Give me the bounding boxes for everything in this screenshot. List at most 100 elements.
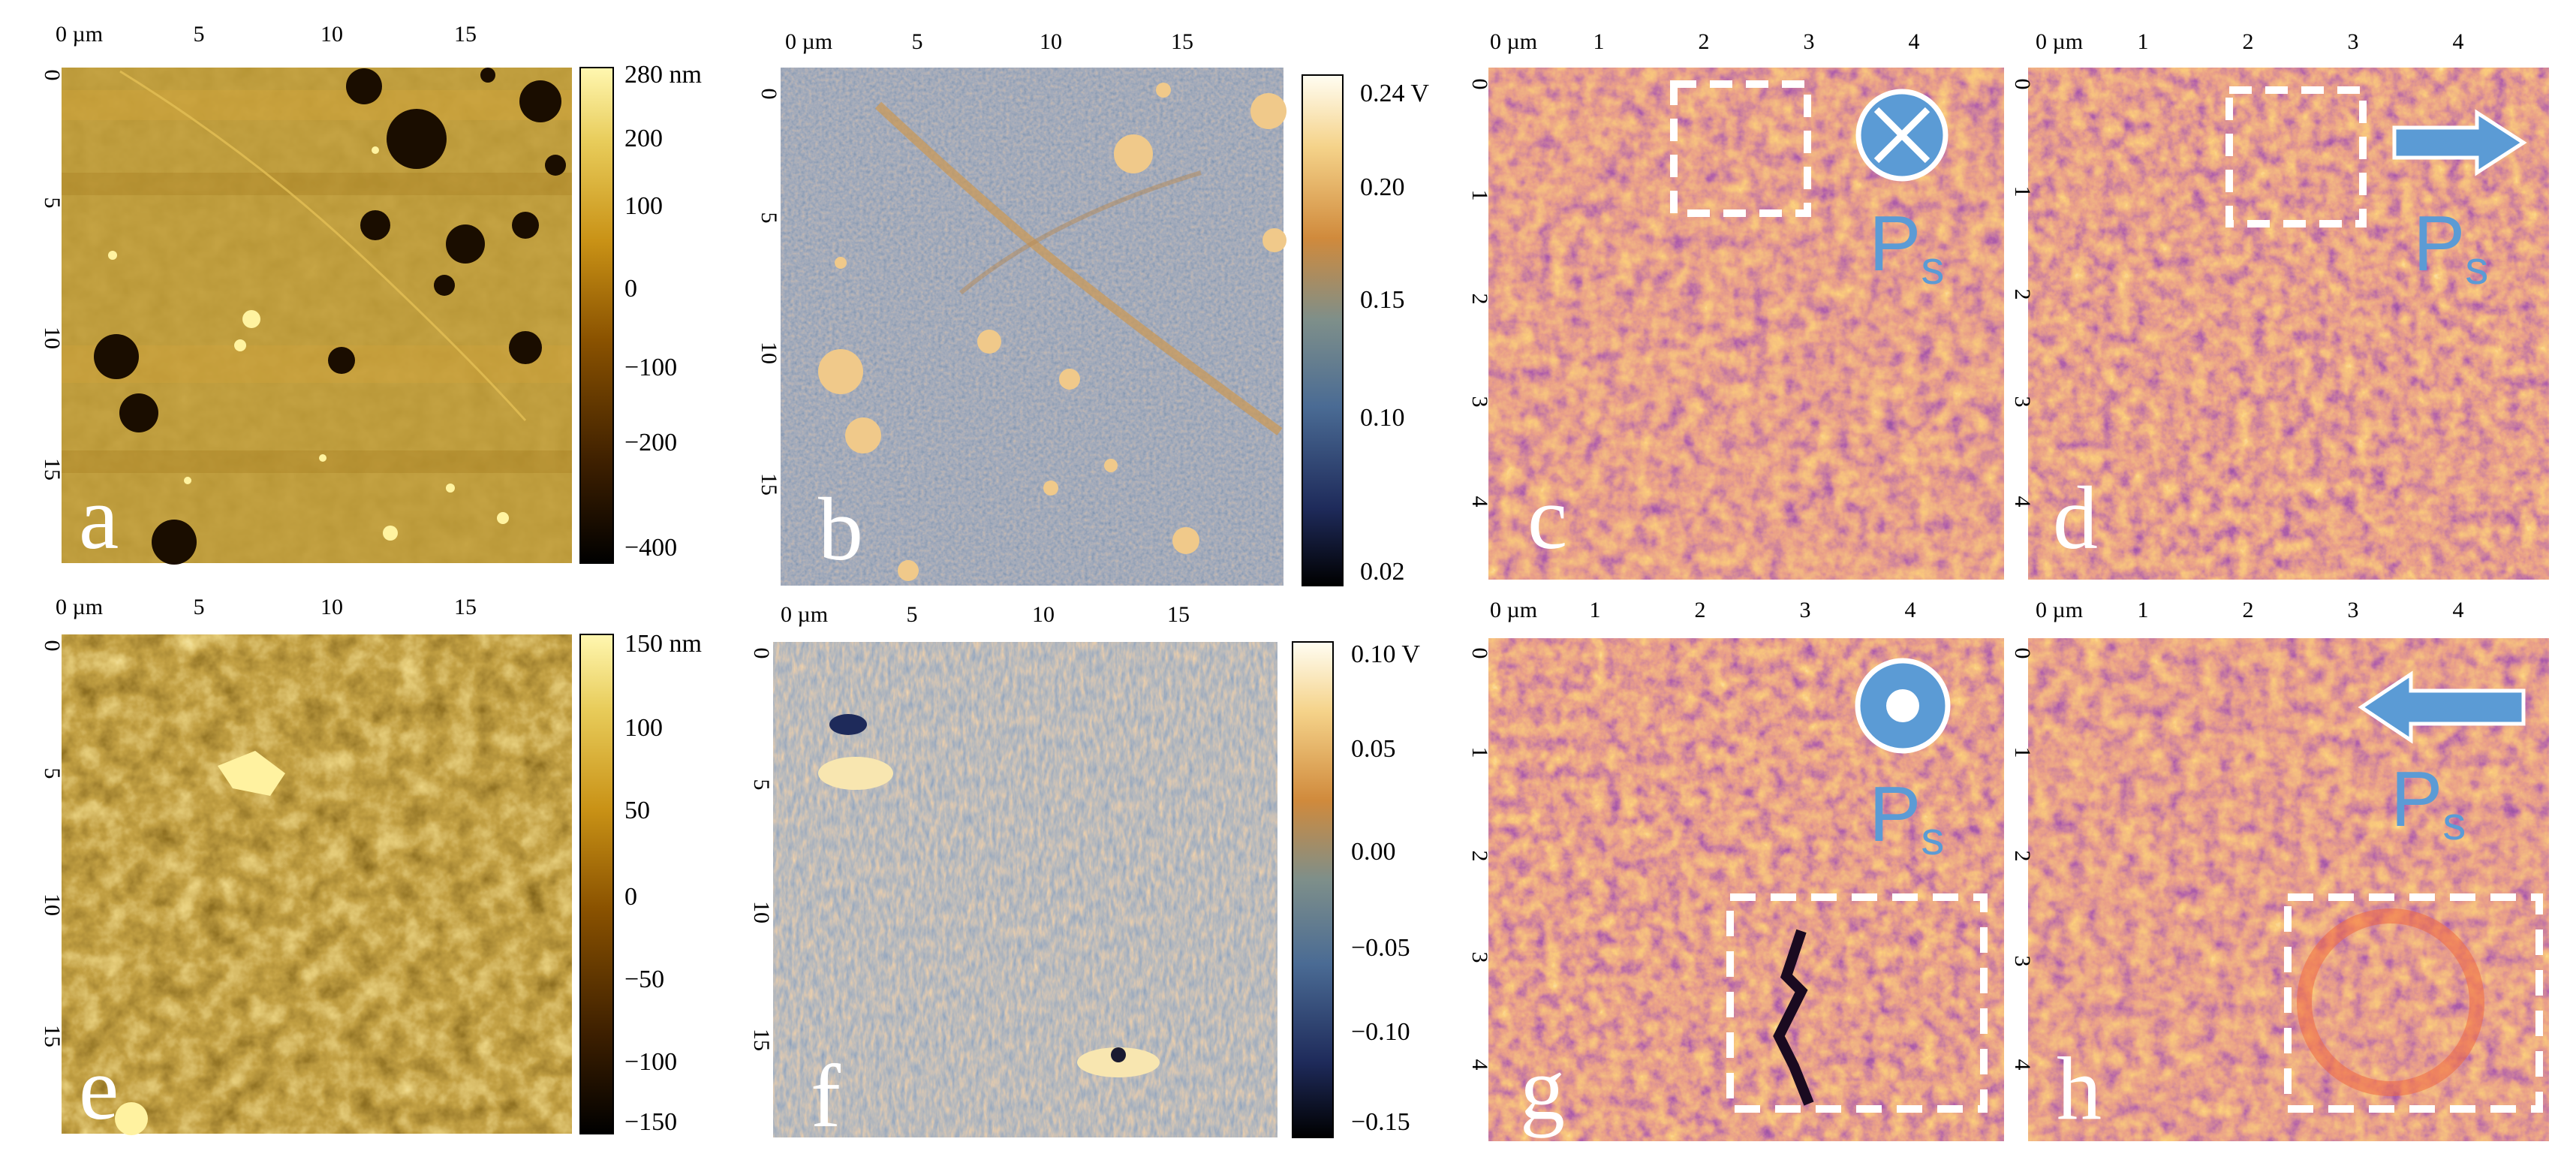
- panel-b-particles: [818, 83, 1286, 581]
- x-tick: 5: [912, 29, 923, 54]
- y-tick: 10: [40, 893, 65, 916]
- panel-d-y-ticks: 0 1 2 3 4: [2010, 79, 2035, 508]
- panel-c-y-ticks: 0 1 2 3 4: [1467, 79, 1492, 508]
- ps-sub: s: [2442, 798, 2466, 850]
- panel-e-y-ticks: 0 5 10 15: [40, 640, 65, 1048]
- x-tick: 10: [1040, 29, 1062, 54]
- y-tick: 0: [749, 648, 774, 659]
- y-tick: 5: [40, 197, 65, 209]
- colorbar-tick: 0.00: [1351, 838, 1396, 866]
- panel-c-switched-region-box: [1670, 80, 1811, 217]
- y-tick: 10: [40, 327, 65, 349]
- panel-letter: b: [818, 479, 863, 579]
- y-tick: 4: [1467, 1059, 1492, 1071]
- colorbar-tick: 150 nm: [624, 630, 702, 658]
- x-tick: 3: [1804, 29, 1815, 54]
- x-tick: 1: [2138, 29, 2149, 54]
- x-tick: 5: [194, 595, 205, 619]
- colorbar-tick: −100: [624, 1048, 677, 1076]
- x-tick: 0 µm: [785, 29, 832, 54]
- panel-g-x-ticks: 0 µm 1 2 3 4: [1490, 598, 1916, 622]
- colorbar-tick: 0.02: [1360, 558, 1405, 586]
- x-tick: 0 µm: [2036, 598, 2083, 622]
- x-tick: 1: [1593, 29, 1605, 54]
- x-tick: 0 µm: [781, 602, 828, 627]
- panel-d: Ps 0 µm 1 2 3 4 0 1 2 3 4 d: [2010, 29, 2549, 580]
- panel-letter: f: [811, 1046, 841, 1146]
- x-tick: 15: [1167, 602, 1190, 627]
- x-tick: 0 µm: [1490, 29, 1537, 54]
- panel-g-switched-region-box: [1726, 893, 1988, 1113]
- panel-f-y-ticks: 0 5 10 15: [749, 648, 774, 1052]
- y-tick: 1: [2010, 747, 2035, 758]
- ps-sub: s: [1921, 243, 1944, 294]
- panel-b: 0 µm 5 10 15 0 5 10 15 b 0.24 V 0.20 0.1…: [757, 29, 1429, 586]
- x-tick: 0 µm: [56, 595, 103, 619]
- y-tick: 0: [1467, 648, 1492, 659]
- x-tick: 3: [2348, 29, 2359, 54]
- panel-a-x-ticks: 0 µm 5 10 15: [56, 22, 477, 47]
- y-tick: 2: [2010, 851, 2035, 862]
- x-tick: 3: [2348, 598, 2359, 622]
- arrow-right-polarization-icon: [2392, 109, 2527, 176]
- panel-g-y-ticks: 0 1 2 3 4: [1467, 648, 1492, 1071]
- colorbar-tick: −50: [624, 966, 664, 993]
- y-tick: 1: [1467, 747, 1492, 758]
- arrow-left-polarization-icon: [2358, 670, 2526, 744]
- colorbar-tick: −400: [624, 534, 677, 562]
- colorbar-tick: 50: [624, 797, 650, 824]
- panel-a-image: [62, 68, 572, 565]
- x-tick: 4: [2453, 29, 2464, 54]
- panel-letter: a: [79, 468, 119, 568]
- x-tick: 15: [454, 595, 477, 619]
- y-tick: 1: [1467, 190, 1492, 201]
- panel-a-particles: [108, 146, 509, 541]
- panel-a-pits: [94, 68, 566, 565]
- colorbar-tick: −200: [624, 429, 677, 456]
- panel-g-image: [1488, 638, 2004, 1141]
- colorbar-tick: 0: [624, 275, 637, 303]
- colorbar-tick: −0.15: [1351, 1108, 1410, 1136]
- y-tick: 10: [749, 901, 774, 923]
- x-tick: 15: [1171, 29, 1193, 54]
- y-tick: 0: [40, 640, 65, 652]
- panel-e-x-ticks: 0 µm 5 10 15: [56, 595, 477, 619]
- colorbar-tick: −150: [624, 1108, 677, 1136]
- ps-main: P: [1869, 200, 1921, 288]
- colorbar-tick: 0.05: [1351, 735, 1396, 763]
- into-plane-polarization-icon: [1855, 89, 1949, 182]
- panel-letter: d: [2053, 468, 2098, 568]
- panel-h-x-ticks: 0 µm 1 2 3 4: [2036, 598, 2464, 622]
- ps-main: P: [1869, 771, 1921, 858]
- y-tick: 3: [1467, 396, 1492, 408]
- x-tick: 1: [2138, 598, 2149, 622]
- colorbar-tick: 0.24 V: [1360, 80, 1429, 107]
- x-tick: 10: [1032, 602, 1055, 627]
- panel-h-image: [2028, 638, 2549, 1141]
- x-tick: 5: [194, 22, 205, 47]
- panel-letter: e: [79, 1038, 119, 1138]
- panel-f-image: [773, 642, 1277, 1137]
- panel-b-x-ticks: 0 µm 5 10 15: [785, 29, 1193, 54]
- y-tick: 5: [749, 779, 774, 791]
- x-tick: 10: [320, 22, 343, 47]
- panel-letter: g: [1520, 1038, 1565, 1138]
- colorbar-tick: −0.05: [1351, 934, 1410, 962]
- x-tick: 2: [1695, 598, 1706, 622]
- y-tick: 0: [1467, 79, 1492, 90]
- y-tick: 3: [2010, 956, 2035, 967]
- x-tick: 4: [2453, 598, 2464, 622]
- colorbar-tick: 0.20: [1360, 173, 1405, 201]
- y-tick: 15: [757, 473, 781, 496]
- polarization-label: Ps: [1869, 200, 1944, 294]
- colorbar-tick: −0.10: [1351, 1018, 1410, 1046]
- y-tick: 15: [749, 1029, 774, 1051]
- ps-sub: s: [2465, 243, 2488, 294]
- y-tick: 3: [1467, 952, 1492, 963]
- panel-e-colorbar: 150 nm 100 50 0 −50 −100 −150: [579, 630, 702, 1136]
- y-tick: 0: [757, 89, 781, 100]
- colorbar-tick: −100: [624, 354, 677, 381]
- y-tick: 5: [40, 768, 65, 779]
- panel-e-image: [62, 634, 572, 1135]
- y-tick: 2: [1467, 294, 1492, 305]
